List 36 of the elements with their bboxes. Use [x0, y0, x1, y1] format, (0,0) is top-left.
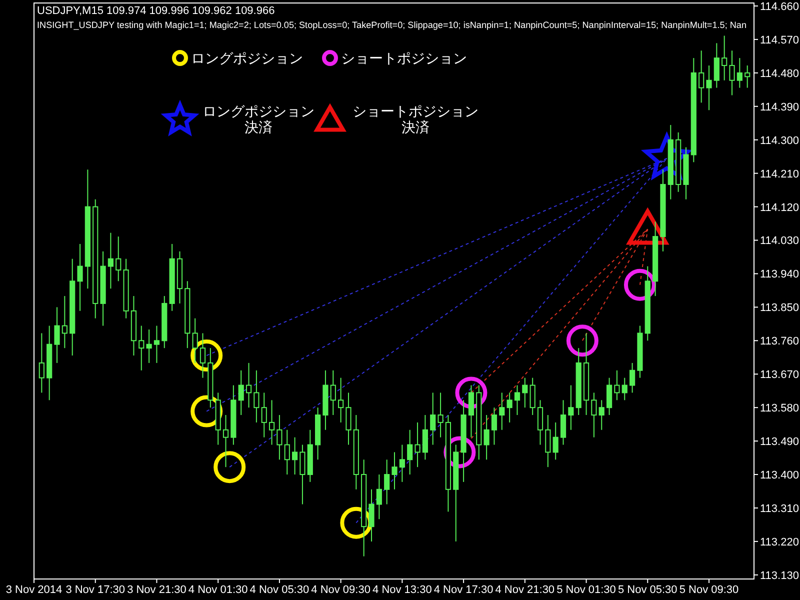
x-tick-label: 3 Nov 21:30: [127, 584, 186, 596]
x-tick-label: 4 Nov 01:30: [188, 584, 248, 596]
x-tick-label: 3 Nov 17:30: [66, 584, 126, 596]
legend-label: ロングポジション: [191, 51, 303, 67]
x-tick-label: 4 Nov 21:30: [495, 584, 555, 596]
legend-label: ロングポジション決済: [202, 104, 314, 136]
y-tick-label: 113.940: [760, 268, 799, 281]
y-tick-label: 114.660: [760, 0, 799, 13]
y-tick-label: 114.390: [760, 101, 799, 114]
y-tick-label: 114.120: [760, 202, 799, 214]
chart-title: USDJPY,M15 109.974 109.996 109.962 109.966: [37, 5, 275, 17]
x-tick-label: 5 Nov 01:30: [556, 584, 616, 596]
legend-label: ショートポジション: [341, 51, 467, 67]
x-tick-label: 5 Nov 09:30: [679, 584, 739, 596]
x-tick-label: 4 Nov 17:30: [434, 584, 494, 596]
x-tick-label: 4 Nov 13:30: [372, 584, 432, 596]
y-tick-label: 114.480: [760, 68, 799, 80]
y-tick-label: 114.570: [760, 34, 799, 46]
text: INSIGHT_USDJPY testing with Magic1=1; Magic2=2; Lots=0.05; StopLoss=0; TakeProfit=0; Slippage=10; isNanpin=1; NanpinCount=5; NanpinInterval=15; NanpinMult=1.5; Nan: [37, 20, 746, 30]
y-tick-label: 113.310: [760, 502, 799, 515]
legend-label: ショートポジション決済: [352, 104, 478, 136]
y-tick-label: 113.490: [760, 436, 799, 448]
y-tick-label: 113.400: [760, 470, 799, 482]
y-tick-label: 114.030: [760, 235, 799, 248]
y-tick-label: 114.300: [760, 134, 799, 147]
y-tick-label: 113.760: [760, 336, 799, 348]
x-tick-label: 4 Nov 05:30: [250, 584, 310, 596]
y-tick-label: 113.850: [760, 302, 799, 314]
x-tick-label: 5 Nov 05:30: [618, 584, 678, 596]
y-tick-label: 113.220: [760, 536, 799, 548]
y-tick-label: 113.580: [760, 402, 799, 415]
x-tick-label: 4 Nov 09:30: [311, 584, 370, 596]
y-tick-label: 114.210: [760, 168, 799, 180]
y-tick-label: 113.670: [760, 369, 799, 382]
x-tick-label: 3 Nov 2014: [6, 584, 62, 596]
y-tick-label: 113.130: [760, 570, 799, 582]
